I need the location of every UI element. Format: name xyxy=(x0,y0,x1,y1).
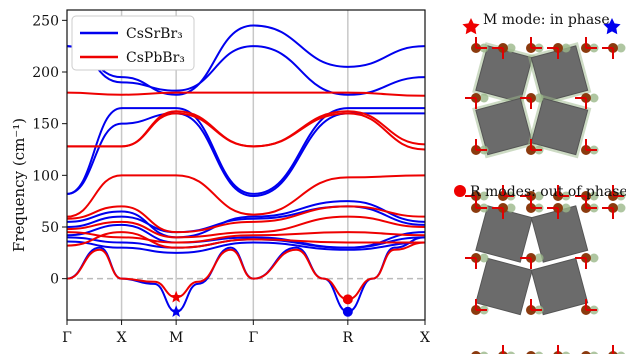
x-tick-label: R xyxy=(343,330,354,346)
br-atom xyxy=(589,253,599,263)
series-1-branch-3 xyxy=(66,174,426,218)
br-atom xyxy=(616,43,626,53)
br-atom xyxy=(589,93,599,103)
br-atom xyxy=(589,191,599,201)
series-1-branch-8 xyxy=(66,248,254,299)
br-atom xyxy=(534,253,544,263)
x-tick-label: X xyxy=(420,330,430,346)
br-atom xyxy=(561,43,571,53)
series-1-branch-7 xyxy=(66,231,425,249)
series-1-branch-0 xyxy=(66,91,426,97)
br-atom xyxy=(534,93,544,103)
octahedron xyxy=(530,97,589,156)
marker-1 xyxy=(169,305,183,317)
y-tick-label: 100 xyxy=(32,168,59,184)
x-tick-label: Γ xyxy=(248,330,258,346)
x-tick-label: X xyxy=(117,330,127,346)
y-axis-label: Frequency (cm⁻¹) xyxy=(10,118,28,252)
cs-atom xyxy=(471,351,481,354)
br-atom xyxy=(479,191,489,201)
br-atom xyxy=(479,253,489,263)
br-atom xyxy=(506,203,516,213)
m-mode-panel: M mode: in phase xyxy=(462,12,626,207)
y-tick-label: 150 xyxy=(32,117,59,133)
octahedron xyxy=(475,257,533,316)
series-1-branch-4 xyxy=(66,205,426,234)
r-mode-panel: R modes: out of phase xyxy=(454,184,626,354)
series-1-branch-9 xyxy=(253,241,426,301)
br-atom xyxy=(479,93,489,103)
br-atom xyxy=(534,191,544,201)
legend-label-cssrbr3: CsSrBr₃ xyxy=(126,26,183,42)
br-atom xyxy=(616,203,626,213)
series-0-branch-8 xyxy=(66,240,426,254)
m-mode-lattice xyxy=(465,37,626,207)
r-mode-lattice xyxy=(465,197,626,354)
series-0-branch-2 xyxy=(66,107,425,195)
blue-star-icon xyxy=(603,18,621,35)
series-1-branch-5 xyxy=(66,215,426,239)
br-atom xyxy=(589,351,599,354)
marker-2 xyxy=(342,294,353,305)
br-atom xyxy=(506,43,516,53)
x-tick-label: Γ xyxy=(62,330,72,346)
series-0-branch-1 xyxy=(66,45,426,96)
legend: CsSrBr₃ CsPbBr₃ xyxy=(71,15,195,71)
plot-frame xyxy=(66,9,426,321)
m-mode-caption: M mode: in phase xyxy=(483,12,610,28)
br-atom xyxy=(561,351,571,354)
marker-3 xyxy=(342,306,353,317)
br-atom xyxy=(479,351,489,354)
y-tick-label: 250 xyxy=(32,13,59,29)
series-1-branch-6 xyxy=(66,231,426,244)
marker-0 xyxy=(169,290,183,303)
x-tick-label: M xyxy=(169,330,183,346)
y-tick-label: 200 xyxy=(32,65,59,81)
octahedron xyxy=(530,205,589,263)
cs-atom xyxy=(581,351,591,354)
series-0-branch-0 xyxy=(66,24,426,96)
br-atom xyxy=(534,351,544,354)
cs-atom xyxy=(526,351,536,354)
octahedron xyxy=(530,257,589,316)
red-circle-icon xyxy=(454,185,466,197)
y-tick-label: 50 xyxy=(41,220,59,236)
r-mode-caption: R modes: out of phase xyxy=(470,184,626,200)
band-structure-chart: 0 50 100 150 200 250 Γ X M Γ R X xyxy=(32,9,430,346)
octahedron xyxy=(530,45,589,103)
red-star-icon xyxy=(462,18,480,35)
br-atom xyxy=(561,203,571,213)
legend-label-cspbbr3: CsPbBr₃ xyxy=(126,50,185,66)
series-0-branch-9 xyxy=(66,246,254,313)
br-atom xyxy=(506,351,516,354)
series-1-branch-2 xyxy=(66,112,426,151)
series-0-branch-3 xyxy=(66,112,425,198)
octahedron xyxy=(475,97,533,156)
series-1-branch-1 xyxy=(66,110,426,148)
br-atom xyxy=(616,351,626,354)
y-tick-label: 0 xyxy=(50,272,59,288)
